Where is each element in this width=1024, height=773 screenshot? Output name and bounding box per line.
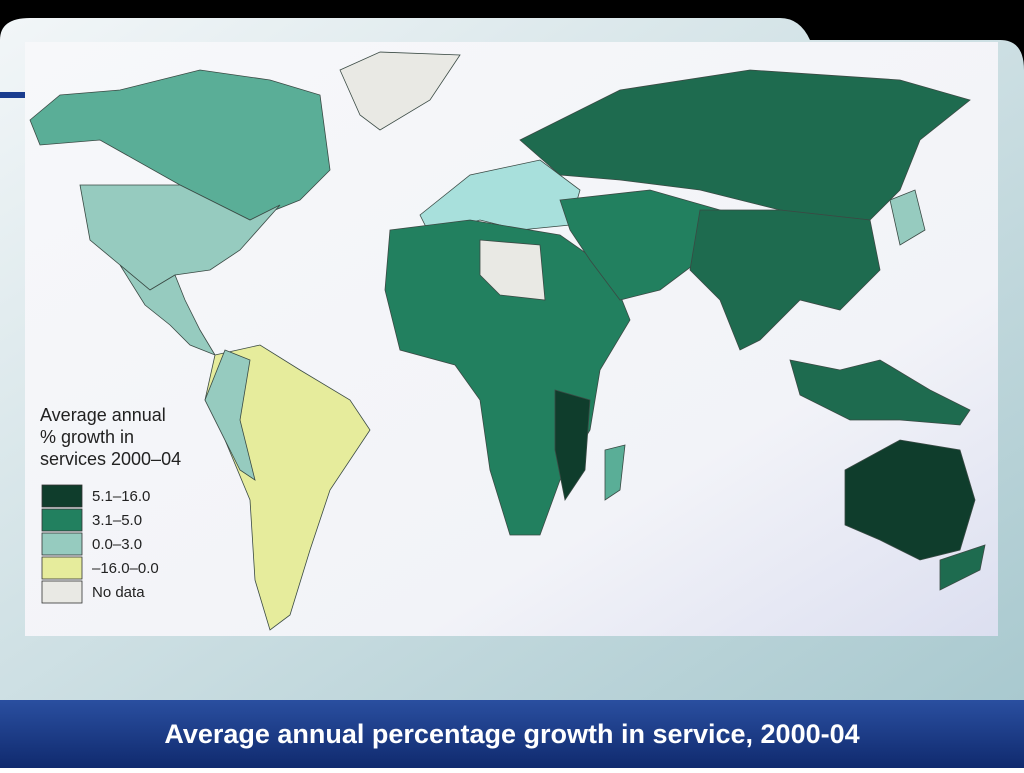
legend-label: –16.0–0.0 [92, 560, 159, 577]
andes [204, 349, 256, 481]
japan [889, 189, 926, 246]
legend-title: Average annual [40, 405, 166, 425]
legend-swatch [41, 484, 83, 508]
canada [29, 69, 331, 221]
accent-line [0, 92, 30, 98]
middle-east [559, 189, 721, 301]
legend-swatch [41, 580, 83, 604]
legend-label: 3.1–5.0 [92, 512, 142, 529]
south-east-asia [689, 209, 881, 351]
usa [79, 184, 281, 291]
libya-egypt [479, 239, 546, 301]
legend-label: No data [92, 584, 145, 601]
indonesia [789, 359, 971, 426]
legend: Average annual % growth in services 2000… [40, 405, 181, 604]
slide-title: Average annual percentage growth in serv… [164, 719, 859, 749]
legend-title: services 2000–04 [40, 449, 181, 469]
australia [844, 439, 976, 561]
world-map [29, 51, 986, 631]
russia [519, 69, 971, 221]
central-america [119, 264, 216, 356]
legend-label: 0.0–3.0 [92, 536, 142, 553]
legend-title: % growth in [40, 427, 134, 447]
south-america [204, 344, 371, 631]
legend-swatch [41, 556, 83, 580]
legend-swatch [41, 532, 83, 556]
title-bar [0, 700, 1024, 768]
legend-label: 5.1–16.0 [92, 488, 150, 505]
greenland [339, 51, 461, 131]
new-zealand [939, 544, 986, 591]
east-africa [554, 389, 591, 502]
legend-swatch [41, 508, 83, 532]
madagascar [604, 444, 626, 501]
